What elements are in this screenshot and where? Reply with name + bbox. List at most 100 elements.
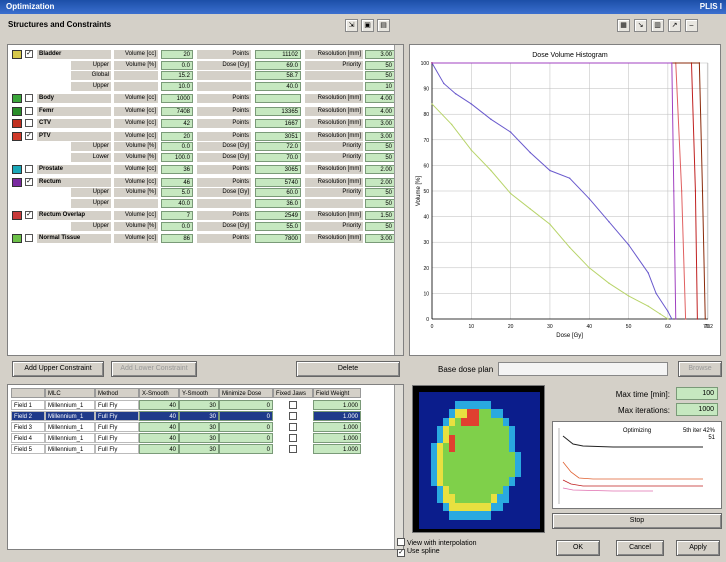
constraint-value[interactable]: 36.0 [255,198,301,208]
field-y-smooth[interactable]: 30 [179,422,219,432]
browse-button[interactable]: Browse [678,361,722,377]
structure-color-swatch[interactable] [12,106,22,116]
structure-row[interactable]: Femr Volume [cc] 7408 Points 13365 Resolution… [11,106,396,117]
constraint-value[interactable] [255,94,301,103]
delete-button[interactable]: Delete [296,361,400,377]
fixed-jaws-checkbox[interactable] [289,412,297,420]
constraint-value[interactable]: 15.2 [161,71,193,80]
fields-header-cell[interactable]: Fixed Jaws [273,388,313,398]
constraint-value[interactable]: 3.00 [365,50,395,59]
constraint-value[interactable]: 1.50 [365,211,395,220]
constraint-value[interactable]: 0.0 [161,142,193,151]
structure-row[interactable]: ✓ Bladder Volume [cc] 20 Points 11102 Resoluti… [11,50,396,60]
structure-row[interactable]: CTV Volume [cc] 42 Points 1667 Resolution [mm… [11,119,396,129]
constraint-value[interactable]: 5.0 [161,188,193,197]
structure-row[interactable]: Normal Tissue Volume [cc] 86 Points 7800 Reso… [11,234,396,244]
field-weight[interactable]: 1.000 [313,444,361,454]
grid-icon[interactable]: ▥ [651,19,664,32]
structure-row[interactable]: ✓ Rectum Overlap Volume [cc] 7 Points 2549 Res… [11,211,396,221]
structure-color-swatch[interactable] [12,211,22,220]
constraint-value[interactable]: 58.7 [255,71,301,80]
structure-checkbox[interactable]: ✓ [25,211,33,219]
constraint-value[interactable]: 2549 [255,211,301,220]
constraint-value[interactable]: 50 [365,142,395,151]
fields-header-cell[interactable]: Method [95,388,139,398]
constraint-value[interactable]: 55.0 [255,221,301,231]
structure-color-swatch[interactable] [12,177,22,187]
structure-row[interactable]: ✓ Rectum Volume [cc] 46 Points 5740 Resolution… [11,177,396,188]
constraint-value[interactable]: 69.0 [255,60,301,70]
structure-color-swatch[interactable] [12,119,22,128]
field-x-smooth[interactable]: 40 [139,444,179,454]
constraint-value[interactable]: 3.00 [365,119,395,128]
structure-checkbox[interactable] [25,94,33,102]
constraint-value[interactable]: 3051 [255,131,301,141]
constraint-value[interactable]: 3065 [255,165,301,174]
field-row[interactable]: Field 3 Millennium_1 Full Fly 40 30 0 1.000 [11,422,401,433]
constraint-row[interactable]: Upper Volume [%] 0.0 Dose [Gy] 55.0 Priority 5… [11,221,396,232]
field-weight[interactable]: 1.000 [313,422,361,432]
max-iterations-input[interactable]: 1000 [676,403,718,416]
constraint-value[interactable]: 40.0 [161,198,193,208]
constraint-value[interactable]: 86 [161,234,193,243]
constraint-value[interactable]: 2.00 [365,165,395,174]
constraint-value[interactable]: 5740 [255,177,301,187]
zoom-icon[interactable]: ↗ [668,19,681,32]
constraint-row[interactable]: Upper Volume [%] 0.0 Dose [Gy] 69.0 Priority 5… [11,60,396,71]
fields-header-cell[interactable]: Y-Smooth [179,388,219,398]
constraint-value[interactable]: 40.0 [255,81,301,91]
field-x-smooth[interactable]: 40 [139,400,179,410]
fields-header-cell[interactable]: MLC [45,388,95,398]
field-row[interactable]: Field 2 Millennium_1 Full Fly 40 30 0 1.000 [11,411,401,422]
structure-checkbox[interactable] [25,165,33,173]
constraint-value[interactable]: 20 [161,131,193,141]
structure-color-swatch[interactable] [12,234,22,243]
constraint-value[interactable]: 10.0 [161,81,193,91]
field-minimize-dose[interactable]: 0 [219,411,273,421]
base-dose-field[interactable] [498,362,668,376]
field-row[interactable]: Field 1 Millennium_1 Full Fly 40 30 0 1.000 [11,400,401,411]
constraint-value[interactable]: 50 [365,221,395,231]
field-y-smooth[interactable]: 30 [179,411,219,421]
structure-checkbox[interactable]: ✓ [25,50,33,58]
constraint-row[interactable]: Upper 10.0 40.0 10 [11,81,396,92]
structure-row[interactable]: Body Volume [cc] 1000 Points Resolution [mm]… [11,94,396,104]
fields-header-cell[interactable]: Field Weight [313,388,361,398]
field-minimize-dose[interactable]: 0 [219,422,273,432]
constraint-value[interactable]: 50 [365,188,395,197]
constraint-value[interactable]: 3.00 [365,234,395,243]
constraint-value[interactable]: 0.0 [161,221,193,231]
constraint-value[interactable]: 7800 [255,234,301,243]
fixed-jaws-checkbox[interactable] [289,445,297,453]
structure-color-swatch[interactable] [12,50,22,59]
fields-header-cell[interactable]: Minimize Dose [219,388,273,398]
constraint-value[interactable]: 72.0 [255,142,301,151]
fixed-jaws-checkbox[interactable] [289,401,297,409]
fields-header-cell[interactable]: X-Smooth [139,388,179,398]
view-interpolation-checkbox[interactable] [397,538,405,546]
structure-color-swatch[interactable] [12,165,22,174]
field-row[interactable]: Field 4 Millennium_1 Full Fly 40 30 0 1.000 [11,433,401,444]
field-minimize-dose[interactable]: 0 [219,444,273,454]
field-x-smooth[interactable]: 40 [139,411,179,421]
add-lower-constraint-button[interactable]: Add Lower Constraint [111,361,197,377]
constraint-value[interactable]: 50 [365,71,395,80]
field-x-smooth[interactable]: 40 [139,433,179,443]
constraint-row[interactable]: Upper Volume [%] 0.0 Dose [Gy] 72.0 Priority 5… [11,142,396,152]
constraint-row[interactable]: Global 15.2 58.7 50 [11,71,396,81]
constraint-row[interactable]: Upper 40.0 36.0 50 [11,198,396,209]
cancel-button[interactable]: Cancel [616,540,664,556]
constraint-value[interactable]: 20 [161,50,193,59]
constraint-value[interactable]: 3.00 [365,131,395,141]
save-icon[interactable]: ▣ [361,19,374,32]
fields-scrollbar[interactable] [394,385,403,549]
field-minimize-dose[interactable]: 0 [219,433,273,443]
use-spline-option[interactable]: ✓ Use spline [397,548,440,557]
field-y-smooth[interactable]: 30 [179,444,219,454]
constraint-row[interactable]: Upper Volume [%] 5.0 Dose [Gy] 60.0 Priority 5… [11,188,396,198]
add-upper-constraint-button[interactable]: Add Upper Constraint [12,361,104,377]
structures-scrollbar[interactable] [394,45,403,355]
constraint-value[interactable]: 7408 [161,106,193,116]
field-weight[interactable]: 1.000 [313,433,361,443]
structure-checkbox[interactable]: ✓ [25,131,33,140]
